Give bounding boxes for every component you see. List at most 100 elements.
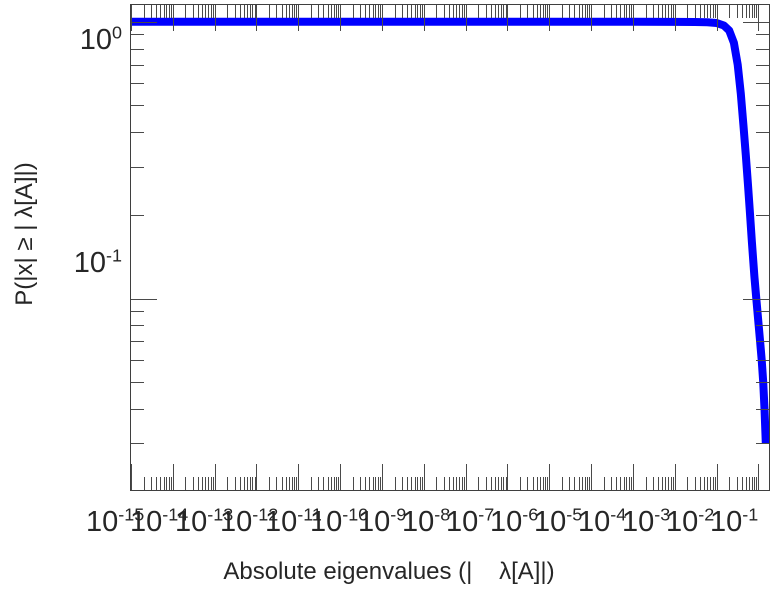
- x-minor-tick: [569, 477, 571, 490]
- x-minor-tick: [645, 5, 647, 18]
- x-minor-tick: [333, 477, 335, 490]
- x-minor-tick: [296, 477, 298, 490]
- x-minor-tick: [461, 477, 463, 490]
- x-minor-tick: [338, 5, 340, 18]
- x-tick-label-3: 10-12: [220, 504, 279, 538]
- x-minor-tick: [185, 477, 187, 490]
- y-minor-tick: [131, 325, 144, 327]
- x-minor-tick: [628, 5, 630, 18]
- x-minor-tick: [620, 477, 622, 490]
- x-major-tick-1e-7: [507, 5, 509, 31]
- x-minor-tick: [192, 477, 194, 490]
- x-tick-label-0: 10-15: [86, 504, 145, 538]
- x-minor-tick: [668, 5, 670, 18]
- x-minor-tick: [210, 5, 212, 18]
- y-minor-tick: [756, 443, 769, 445]
- x-minor-tick: [751, 477, 753, 490]
- x-minor-tick: [626, 477, 628, 490]
- x-minor-tick: [369, 5, 371, 18]
- x-minor-tick: [336, 5, 338, 18]
- x-minor-tick: [296, 5, 298, 18]
- x-minor-tick: [500, 5, 502, 18]
- x-minor-tick: [212, 477, 214, 490]
- x-minor-tick: [168, 5, 170, 18]
- x-minor-tick: [536, 5, 538, 18]
- x-major-tick-1e-4: [632, 464, 634, 490]
- x-minor-tick: [539, 5, 541, 18]
- x-tick-label-1: 10-14: [130, 504, 189, 538]
- x-tick-label-5: 10-10: [310, 504, 369, 538]
- x-minor-tick: [712, 5, 714, 18]
- x-minor-tick: [756, 477, 758, 490]
- x-minor-tick: [694, 5, 696, 18]
- x-minor-tick: [749, 5, 751, 18]
- x-major-tick-1e-15: [172, 5, 174, 31]
- x-minor-tick: [247, 477, 249, 490]
- x-minor-tick: [561, 5, 563, 18]
- x-major-tick-1e-5: [591, 464, 593, 490]
- x-major-tick-1e-8: [465, 5, 467, 31]
- y-minor-tick: [131, 381, 144, 383]
- x-minor-tick: [631, 477, 632, 490]
- x-major-tick-1e-14: [214, 5, 216, 31]
- x-minor-tick: [503, 5, 505, 18]
- x-minor-tick: [372, 477, 374, 490]
- x-minor-tick: [163, 5, 165, 18]
- x-minor-tick: [394, 5, 396, 18]
- x-minor-tick: [611, 477, 613, 490]
- x-minor-tick: [352, 477, 354, 490]
- x-minor-tick: [490, 5, 492, 18]
- x-minor-tick: [243, 5, 245, 18]
- x-minor-tick: [330, 5, 332, 18]
- x-major-tick-1e-13: [256, 5, 258, 31]
- x-tick-label-2: 10-13: [175, 504, 234, 538]
- x-minor-tick: [745, 5, 747, 18]
- y-minor-tick: [131, 359, 144, 361]
- x-minor-tick: [736, 477, 738, 490]
- x-minor-tick: [542, 477, 544, 490]
- x-minor-tick: [333, 5, 335, 18]
- y-axis-label: P(|x| ≥ | λ[A]|): [11, 162, 38, 306]
- x-minor-tick: [254, 477, 256, 490]
- x-minor-tick: [505, 477, 507, 490]
- x-minor-tick: [456, 5, 458, 18]
- x-minor-tick: [166, 5, 168, 18]
- x-minor-tick: [291, 477, 293, 490]
- x-major-tick-1e-1: [758, 464, 760, 490]
- y-minor-tick: [131, 64, 144, 66]
- x-minor-tick: [338, 477, 340, 490]
- x-minor-tick: [407, 477, 409, 490]
- y-minor-tick: [756, 48, 769, 50]
- x-minor-tick: [520, 477, 522, 490]
- x-minor-tick: [327, 477, 329, 490]
- x-minor-tick: [294, 477, 296, 490]
- x-minor-tick: [208, 477, 210, 490]
- x-minor-tick: [578, 477, 580, 490]
- x-minor-tick: [459, 5, 461, 18]
- x-minor-tick: [741, 5, 743, 18]
- x-minor-tick: [620, 5, 622, 18]
- x-tick-label-6: 10-9: [358, 504, 407, 538]
- x-minor-tick: [478, 477, 480, 490]
- x-minor-tick: [729, 5, 731, 18]
- x-minor-tick: [289, 5, 291, 18]
- y-minor-tick: [756, 215, 769, 217]
- x-minor-tick: [365, 477, 367, 490]
- y-minor-tick: [131, 311, 144, 313]
- x-minor-tick: [623, 477, 625, 490]
- x-minor-tick: [330, 477, 332, 490]
- x-minor-tick: [394, 477, 396, 490]
- x-minor-tick: [421, 5, 423, 18]
- x-minor-tick: [616, 5, 618, 18]
- x-minor-tick: [250, 477, 251, 490]
- y-minor-tick: [756, 381, 769, 383]
- x-minor-tick: [584, 477, 586, 490]
- x-minor-tick: [234, 477, 236, 490]
- x-minor-tick: [411, 5, 413, 18]
- y-major-tick-1e-1: [131, 298, 157, 300]
- x-minor-tick: [749, 477, 751, 490]
- y-minor-tick: [131, 215, 144, 217]
- x-minor-tick: [380, 5, 382, 18]
- x-minor-tick: [699, 5, 701, 18]
